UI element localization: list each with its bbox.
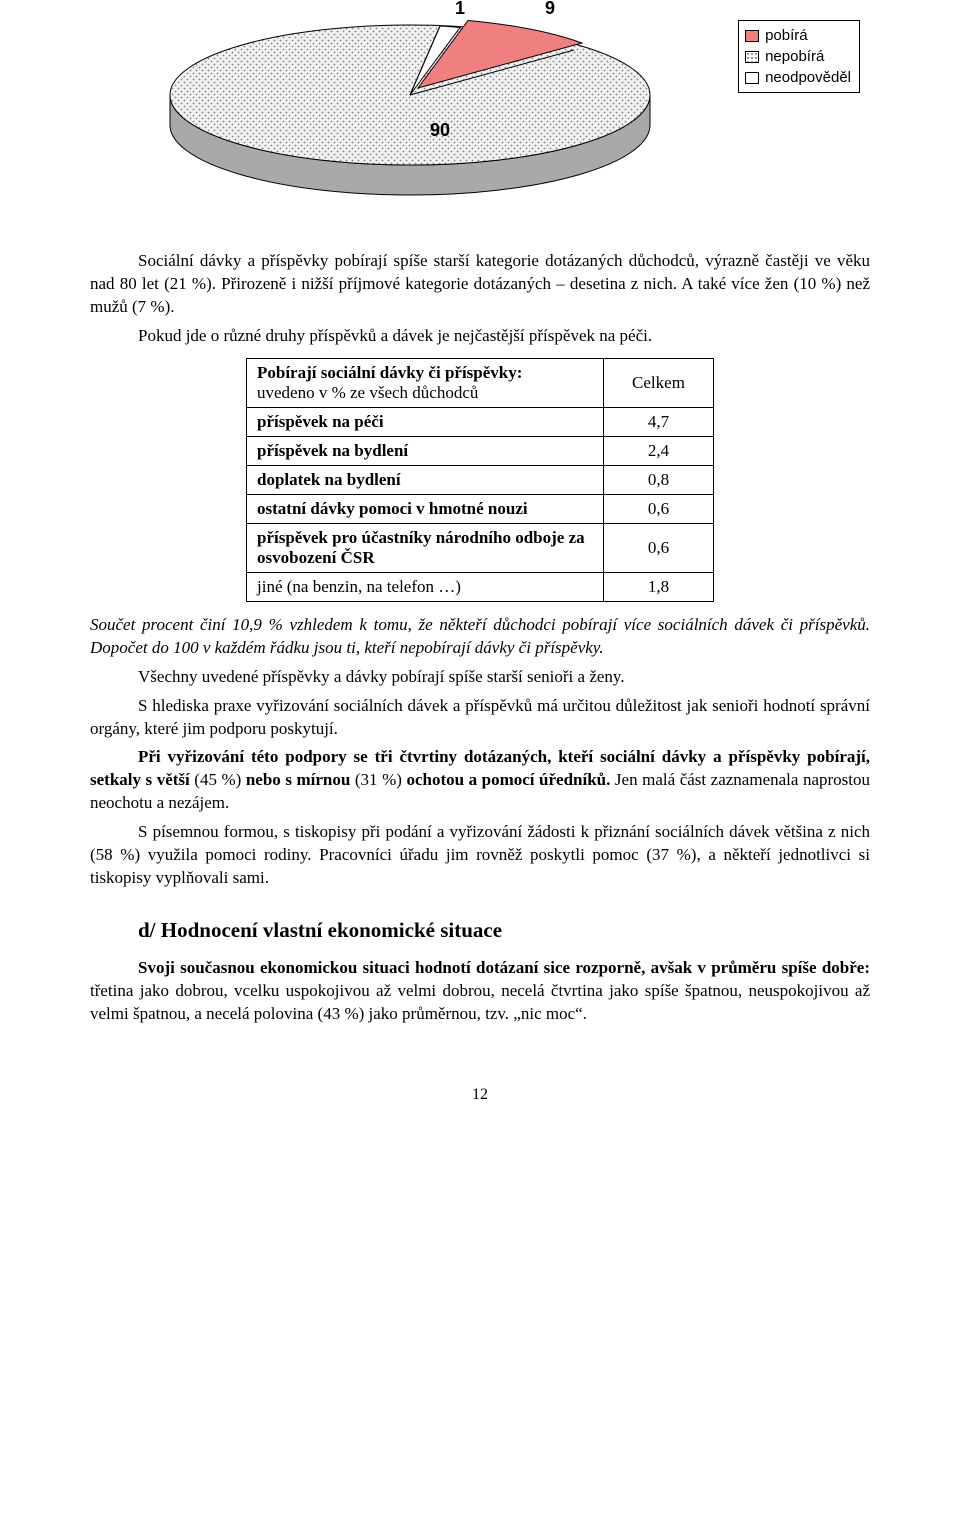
pie-chart-canvas: 1 9 90 [150, 0, 670, 200]
table-cell-label: příspěvek pro účastníky národního odboje… [247, 523, 604, 572]
table-row: doplatek na bydlení 0,8 [247, 465, 714, 494]
table-cell-label: příspěvek na péči [247, 407, 604, 436]
table-cell-value: 0,8 [604, 465, 714, 494]
table-header-sub: uvedeno v % ze všech důchodců [257, 383, 478, 402]
text-bold: ochotou a pomocí úředníků. [406, 770, 610, 789]
legend-swatch [745, 72, 759, 84]
paragraph-note: Součet procent činí 10,9 % vzhledem k to… [90, 614, 870, 660]
table-cell-value: 1,8 [604, 572, 714, 601]
text: (31 %) [355, 770, 407, 789]
table-cell-label: doplatek na bydlení [247, 465, 604, 494]
pie-label-9: 9 [545, 0, 555, 19]
legend-item: neodpověděl [745, 67, 851, 88]
benefits-table: Pobírají sociální dávky či příspěvky: uv… [246, 358, 714, 602]
paragraph: S písemnou formou, s tiskopisy při podán… [90, 821, 870, 890]
table-row: příspěvek na bydlení 2,4 [247, 436, 714, 465]
table-cell-value: 4,7 [604, 407, 714, 436]
text: třetina jako dobrou, vcelku uspokojivou … [90, 981, 870, 1023]
page-number: 12 [90, 1086, 870, 1104]
section-heading: d/ Hodnocení vlastní ekonomické situace [138, 918, 870, 943]
legend-item: nepobírá [745, 46, 851, 67]
table-row: příspěvek na péči 4,7 [247, 407, 714, 436]
table-cell-label: jiné (na benzin, na telefon …) [247, 572, 604, 601]
paragraph: Sociální dávky a příspěvky pobírají spíš… [90, 250, 870, 319]
text: (45 %) [194, 770, 246, 789]
legend-swatch [745, 30, 759, 42]
legend-label: nepobírá [765, 46, 824, 67]
table-cell-label: příspěvek na bydlení [247, 436, 604, 465]
table-header-label: Pobírají sociální dávky či příspěvky: uv… [247, 358, 604, 407]
table-row: jiné (na benzin, na telefon …) 1,8 [247, 572, 714, 601]
legend-swatch [745, 51, 759, 63]
table-row: ostatní dávky pomoci v hmotné nouzi 0,6 [247, 494, 714, 523]
paragraph: Svoji současnou ekonomickou situaci hodn… [90, 957, 870, 1026]
text-bold: nebo s mírnou [246, 770, 355, 789]
pie-chart: 1 9 90 pobírá nepobírá neodpověděl [90, 0, 870, 220]
table-cell-value: 2,4 [604, 436, 714, 465]
table-cell-value: 0,6 [604, 523, 714, 572]
pie-label-1: 1 [455, 0, 465, 19]
table-header-val: Celkem [604, 358, 714, 407]
table-cell-value: 0,6 [604, 494, 714, 523]
chart-legend: pobírá nepobírá neodpověděl [738, 20, 860, 93]
legend-label: pobírá [765, 25, 808, 46]
legend-item: pobírá [745, 25, 851, 46]
paragraph: Pokud jde o různé druhy příspěvků a dáve… [90, 325, 870, 348]
pie-label-90: 90 [430, 120, 450, 141]
text-bold: Svoji současnou ekonomickou situaci hodn… [138, 958, 870, 977]
table-header-bold: Pobírají sociální dávky či příspěvky: [257, 363, 522, 382]
table-row: Pobírají sociální dávky či příspěvky: uv… [247, 358, 714, 407]
paragraph: Při vyřizování této podpory se tři čtvrt… [90, 746, 870, 815]
table-row: příspěvek pro účastníky národního odboje… [247, 523, 714, 572]
paragraph: S hlediska praxe vyřizování sociálních d… [90, 695, 870, 741]
legend-label: neodpověděl [765, 67, 851, 88]
table-cell-label: ostatní dávky pomoci v hmotné nouzi [247, 494, 604, 523]
paragraph: Všechny uvedené příspěvky a dávky pobíra… [90, 666, 870, 689]
